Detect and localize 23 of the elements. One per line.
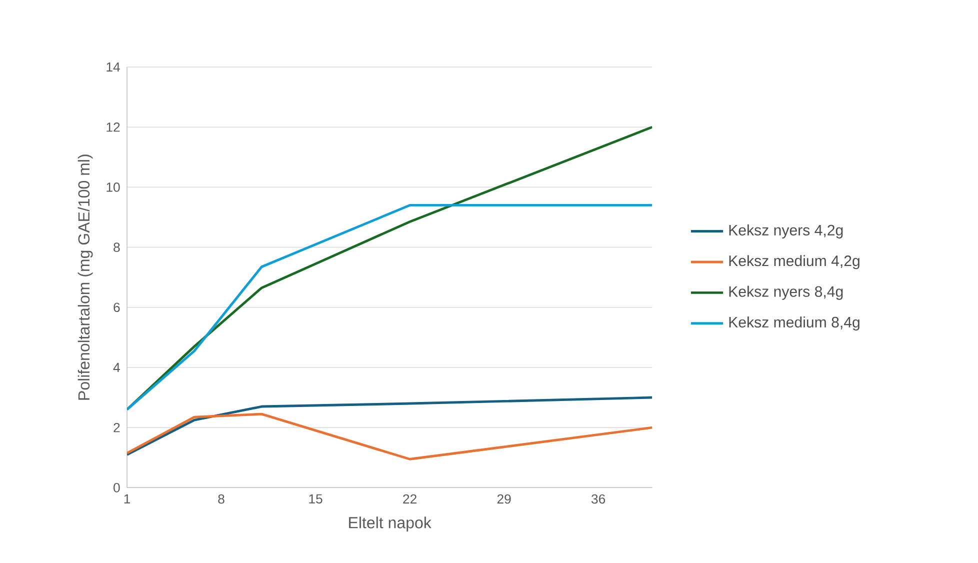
line-series	[127, 396, 652, 456]
legend-label: Keksz nyers 8,4g	[729, 286, 843, 300]
y-tick-label: 0	[114, 483, 120, 492]
x-tick-label: 15	[309, 494, 322, 504]
y-tick-label: 2	[114, 423, 120, 432]
y-tick-label: 4	[113, 363, 120, 372]
y-tick-label: 6	[114, 302, 120, 312]
y-tick-label: 12	[106, 122, 120, 132]
line-series	[127, 204, 652, 411]
y-tick-label: 14	[106, 62, 120, 72]
line-series	[127, 412, 652, 460]
y-tick-label: 10	[106, 182, 120, 192]
x-tick-label: 8	[218, 494, 224, 504]
legend-label: Keksz nyers 4,2g	[729, 224, 843, 239]
x-axis-title: Eltelt napok	[349, 516, 432, 532]
x-tick-label: 29	[497, 494, 511, 504]
y-tick-label: 8	[114, 242, 120, 252]
x-tick-label: 1	[124, 494, 130, 504]
legend-label: Keksz medium 8,4g	[729, 316, 860, 331]
legend-label: Keksz medium 4,2g	[729, 255, 860, 270]
x-tick-label: 36	[591, 494, 606, 504]
x-tick-label: 22	[403, 494, 416, 504]
y-axis-title: Polifenoltartalom (mg GAE/100 ml)	[78, 154, 93, 400]
